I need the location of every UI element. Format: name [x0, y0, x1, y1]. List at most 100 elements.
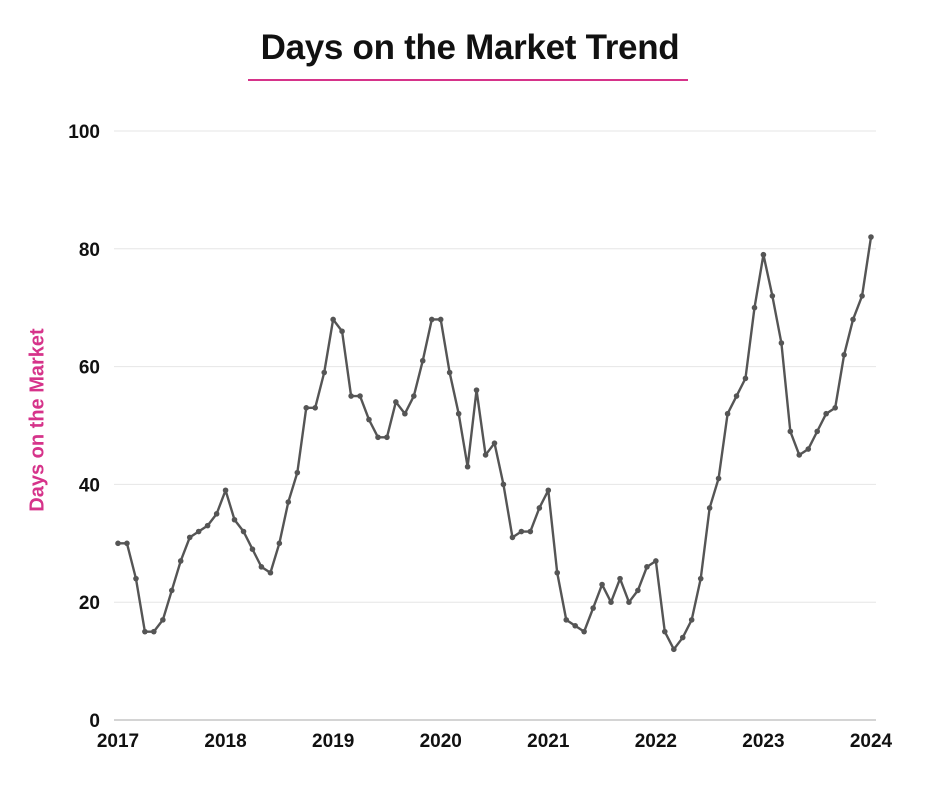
data-point	[787, 428, 794, 435]
data-point	[384, 434, 390, 441]
y-tick-label: 60	[79, 358, 100, 379]
x-tick-label: 2024	[850, 731, 893, 752]
data-point	[446, 369, 453, 376]
data-point	[536, 505, 543, 511]
data-point	[653, 558, 659, 564]
data-point	[742, 375, 749, 382]
y-tick-label: 80	[79, 240, 100, 261]
data-point	[348, 393, 354, 399]
data-point	[500, 481, 507, 488]
data-point	[366, 416, 372, 423]
data-point	[841, 352, 847, 358]
data-point	[455, 410, 462, 417]
chart-title: Days on the Market Trend	[260, 28, 680, 67]
data-point	[321, 369, 328, 376]
data-point	[679, 634, 686, 641]
data-point	[115, 540, 121, 547]
data-point	[267, 569, 274, 576]
x-axis-ticks: 2017 2018 2019 2020 2021 2022 2023 2024	[97, 731, 893, 752]
data-point	[437, 316, 444, 323]
x-tick-label: 2019	[312, 731, 354, 752]
data-point	[133, 575, 139, 582]
data-point	[688, 617, 695, 623]
data-point	[195, 528, 202, 535]
data-point	[859, 293, 865, 299]
data-point	[186, 534, 193, 541]
x-tick-label: 2022	[635, 731, 677, 752]
data-point	[778, 340, 785, 346]
data-point	[491, 440, 498, 446]
data-point	[697, 575, 704, 582]
data-point	[850, 316, 856, 323]
data-point	[796, 452, 803, 458]
data-point	[168, 587, 175, 594]
data-point	[751, 304, 758, 311]
data-point	[375, 434, 381, 441]
data-point	[823, 410, 829, 417]
data-point	[733, 393, 740, 399]
data-point	[402, 410, 408, 417]
grid-lines	[114, 130, 876, 603]
data-point	[419, 357, 426, 364]
data-point	[760, 251, 767, 258]
data-point	[482, 452, 489, 458]
data-point	[563, 617, 570, 623]
data-point	[258, 564, 265, 570]
title-underline	[248, 79, 688, 81]
data-point	[204, 522, 211, 529]
data-point	[231, 516, 238, 523]
data-point	[527, 528, 534, 535]
data-point	[509, 534, 516, 541]
data-point	[303, 405, 310, 411]
data-point	[572, 622, 578, 629]
x-tick-label: 2021	[527, 731, 570, 752]
data-point	[590, 605, 596, 611]
y-tick-label: 40	[79, 475, 100, 496]
data-point	[160, 617, 166, 623]
y-tick-label: 20	[79, 593, 100, 614]
data-point	[545, 487, 552, 494]
data-point	[671, 646, 677, 653]
data-point	[635, 587, 641, 594]
data-point	[706, 505, 713, 511]
data-point	[276, 540, 283, 547]
data-point	[608, 599, 614, 605]
data-point	[312, 405, 318, 411]
data-point	[222, 487, 229, 494]
data-point	[715, 475, 722, 482]
data-point	[805, 446, 812, 452]
data-point	[285, 499, 292, 505]
data-point	[868, 234, 874, 240]
data-point	[581, 628, 587, 635]
data-point	[832, 405, 838, 411]
data-point	[142, 628, 148, 635]
data-point	[213, 511, 220, 517]
data-point	[411, 393, 417, 399]
data-point	[464, 463, 471, 470]
data-point	[124, 540, 130, 547]
data-point	[554, 569, 561, 576]
x-tick-label: 2017	[97, 731, 139, 752]
y-tick-label: 0	[89, 711, 100, 732]
data-point	[249, 546, 256, 552]
data-point	[644, 564, 650, 570]
data-point	[151, 628, 157, 635]
data-point	[724, 410, 731, 417]
data-point	[617, 575, 623, 582]
data-point	[177, 558, 184, 564]
data-point	[473, 387, 480, 393]
data-point	[240, 528, 247, 535]
data-point	[357, 393, 363, 399]
y-tick-label: 100	[68, 122, 100, 143]
data-point	[814, 428, 821, 435]
data-point	[626, 599, 632, 605]
x-tick-label: 2023	[742, 731, 784, 752]
data-point	[518, 528, 525, 535]
y-axis-ticks: 0 20 40 60 80 100	[68, 122, 100, 732]
data-point	[330, 316, 336, 323]
data-point	[339, 328, 345, 335]
x-tick-label: 2018	[204, 731, 246, 752]
data-points	[115, 234, 874, 653]
x-tick-label: 2020	[420, 731, 462, 752]
